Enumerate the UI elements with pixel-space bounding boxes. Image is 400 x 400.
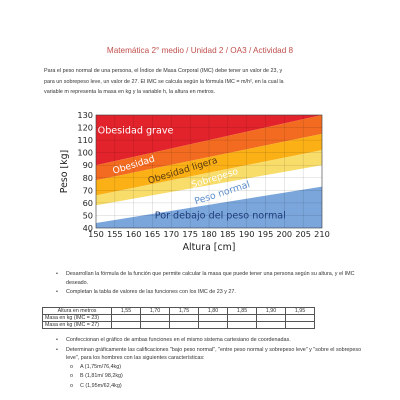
table-row: Altura en metros 1,55 1,70 1,75 1,80 1,8… bbox=[42, 307, 315, 315]
x-tick-label: 185 bbox=[220, 229, 236, 239]
y-tick-label: 50 bbox=[83, 210, 93, 220]
page-title: Matemática 2° medio / Unidad 2 / OA3 / A… bbox=[106, 46, 294, 55]
x-tick-label: 160 bbox=[126, 229, 142, 239]
sub-item-text: B (1,81m/ 98,2kg) bbox=[80, 373, 123, 379]
x-tick-label: 190 bbox=[239, 229, 255, 239]
table-cell[interactable] bbox=[285, 321, 315, 329]
y-tick-label: 40 bbox=[83, 223, 93, 233]
y-tick-label: 110 bbox=[77, 135, 93, 145]
intro-paragraph: Para el peso normal de una persona, el Í… bbox=[44, 66, 360, 98]
band-label: Obesidad grave bbox=[98, 126, 174, 137]
x-tick-label: 150 bbox=[88, 229, 104, 239]
intro-line: para un sobrepeso leve, un valor de 27. … bbox=[44, 78, 284, 85]
y-tick-label: 130 bbox=[77, 112, 93, 120]
y-tick-label: 60 bbox=[83, 198, 93, 208]
table-row-label: Masa en kg (IMC = 23) bbox=[42, 314, 112, 322]
table-cell[interactable] bbox=[169, 314, 199, 322]
y-tick-label: 90 bbox=[83, 160, 93, 170]
x-tick-label: 195 bbox=[258, 229, 274, 239]
table-header-cell: 1,80 bbox=[198, 307, 228, 315]
table-cell[interactable] bbox=[169, 321, 199, 329]
task-text: Determinan gráficamente las calificacion… bbox=[66, 346, 362, 362]
plot-frame bbox=[95, 114, 323, 229]
x-tick-label: 180 bbox=[201, 229, 217, 239]
table-cell[interactable] bbox=[111, 314, 141, 322]
table-row: Masa en kg (IMC = 27) bbox=[42, 321, 315, 329]
table-header-cell: 1,85 bbox=[227, 307, 257, 315]
x-tick-label: 175 bbox=[182, 229, 198, 239]
x-tick-label: 170 bbox=[164, 229, 180, 239]
circle-bullet-icon: o bbox=[70, 363, 73, 370]
table-cell[interactable] bbox=[285, 314, 315, 322]
bullet-icon: • bbox=[56, 337, 58, 343]
table-cell[interactable] bbox=[198, 321, 228, 329]
band-sobrepeso bbox=[96, 150, 322, 206]
y-tick-label: 120 bbox=[77, 123, 93, 133]
bmi-chart: 150 155 160 165 170 175 180 185 190 195 200 205 210 4… bbox=[60, 112, 330, 254]
task-list: • Desarrollan la fórmula de la función qu… bbox=[56, 270, 362, 298]
x-tick-label: 155 bbox=[107, 229, 123, 239]
y-tick-label: 70 bbox=[83, 185, 93, 195]
bmi-chart-svg: 150 155 160 165 170 175 180 185 190 195 200 205 210 4… bbox=[60, 112, 330, 253]
band-obesidad-ligera bbox=[96, 133, 322, 196]
bullet-icon: • bbox=[56, 346, 58, 353]
sub-list: o A (1,75m/76,4kg) o B (1,81m/ 98,2kg) o C … bbox=[66, 363, 362, 391]
sub-item: o A (1,75m/76,4kg) bbox=[70, 363, 362, 372]
table-header-cell: Altura en metros bbox=[42, 307, 112, 315]
table-cell[interactable] bbox=[256, 314, 286, 322]
table-row-label: Masa en kg (IMC = 27) bbox=[42, 321, 112, 329]
table-cell[interactable] bbox=[198, 314, 228, 322]
table-header-cell: 1,55 bbox=[111, 307, 141, 315]
circle-bullet-icon: o bbox=[70, 373, 73, 379]
task-item: • Completan la tabla de valores de las fu… bbox=[56, 288, 362, 297]
y-axis-label: Peso [kg] bbox=[60, 150, 70, 193]
task-item: • Confeccionan el gráfico de ambas funcio… bbox=[56, 336, 362, 345]
table-cell[interactable] bbox=[227, 321, 257, 329]
task-text: Completan la tabla de valores de las fun… bbox=[66, 289, 236, 295]
values-table: Altura en metros 1,55 1,70 1,75 1,80 1,8… bbox=[42, 307, 315, 329]
band-obesidad-grave bbox=[96, 115, 322, 166]
table-row: Masa en kg (IMC = 23) bbox=[42, 314, 315, 322]
bullet-icon: • bbox=[56, 271, 58, 277]
band-obesidad bbox=[96, 115, 322, 181]
table-cell[interactable] bbox=[111, 321, 141, 329]
task-list-2: • Confeccionan el gráfico de ambas funcio… bbox=[56, 336, 362, 391]
x-tick-label: 210 bbox=[314, 229, 330, 239]
table-header-cell: 1,95 bbox=[285, 307, 315, 315]
sub-item: o C (1,95m/62,4kg) bbox=[70, 382, 362, 391]
y-tick-label: 80 bbox=[83, 173, 93, 183]
x-tick-label: 200 bbox=[277, 229, 293, 239]
y-tick-label: 100 bbox=[77, 148, 93, 158]
task-text: Desarrollan la fórmula de la función que… bbox=[66, 271, 355, 286]
sub-item: o B (1,81m/ 98,2kg) bbox=[70, 372, 362, 381]
task-item: • Desarrollan la fórmula de la función qu… bbox=[56, 270, 362, 287]
band-label: Por debajo del peso normal bbox=[155, 210, 286, 221]
x-tick-label: 165 bbox=[145, 229, 161, 239]
x-axis-label: Altura [cm] bbox=[183, 242, 236, 253]
table-cell[interactable] bbox=[256, 321, 286, 329]
band-por-debajo-del-peso-normal bbox=[96, 186, 322, 228]
x-tick-label: 205 bbox=[295, 229, 311, 239]
circle-bullet-icon: o bbox=[70, 382, 73, 389]
table-cell[interactable] bbox=[140, 314, 170, 322]
bullet-icon: • bbox=[56, 289, 58, 295]
task-text: Confeccionan el gráfico de ambas funcion… bbox=[66, 337, 291, 343]
table-header-cell: 1,75 bbox=[169, 307, 199, 315]
table-header-cell: 1,70 bbox=[140, 307, 170, 315]
intro-line: Para el peso normal de una persona, el Í… bbox=[44, 68, 283, 74]
table-cell[interactable] bbox=[227, 314, 257, 322]
table-cell[interactable] bbox=[140, 321, 170, 329]
sub-item-text: A (1,75m/76,4kg) bbox=[80, 363, 122, 370]
table-header-cell: 1,90 bbox=[256, 307, 286, 315]
task-item: • Determinan gráficamente las calificacio… bbox=[56, 346, 362, 391]
band-peso-normal bbox=[96, 165, 322, 223]
sub-item-text: C (1,95m/62,4kg) bbox=[80, 382, 122, 389]
intro-line: variable m representa la masa en kg y la… bbox=[44, 89, 216, 95]
